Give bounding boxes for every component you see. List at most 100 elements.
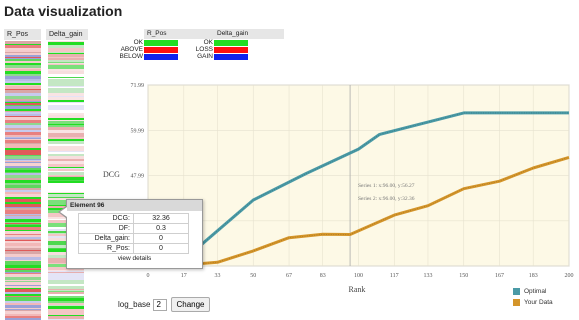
strip-cell: [48, 58, 84, 60]
series-line-2-texture: [148, 157, 570, 266]
strip-cell: [48, 186, 84, 189]
strip-cell: [48, 120, 84, 121]
strip-cell: [48, 298, 84, 301]
strip-cell: [48, 113, 84, 115]
change-button[interactable]: Change: [171, 297, 210, 312]
strip-cell: [48, 122, 84, 124]
strip-cell: [48, 146, 84, 149]
strip-cell: [5, 150, 41, 153]
strip-cell: [5, 96, 41, 99]
strip-cell: [48, 62, 84, 63]
strip-cell: [5, 129, 41, 130]
rpos-heat-strip[interactable]: [5, 41, 41, 320]
strip-cell: [5, 251, 41, 254]
tooltip-value: 0.3: [133, 223, 189, 234]
strip-cell: [48, 272, 84, 273]
strip-cell: [48, 125, 84, 127]
strip-cell: [5, 173, 41, 175]
strip-cell: [5, 58, 41, 59]
strip-cell: [5, 55, 41, 57]
legend-row: ABOVE: [108, 46, 214, 53]
strip-cell: [48, 286, 84, 289]
strip-cell: [48, 271, 84, 272]
strip-cell: [5, 289, 41, 292]
strip-cell: [48, 102, 84, 103]
strip-cell: [5, 45, 41, 48]
strip-cell: [48, 283, 84, 284]
strip-cell: [5, 161, 41, 162]
strip-cell: [5, 243, 41, 246]
dcg-chart[interactable]: 0173350678310011713315016718320024.0136.…: [95, 78, 579, 308]
view-details-link[interactable]: view details: [117, 255, 152, 262]
strip-cell: [5, 52, 41, 53]
delta-gain-heat-strip[interactable]: [48, 41, 84, 320]
tooltip-key: DCG:: [78, 213, 134, 224]
strip-cell: [48, 301, 84, 303]
legend-swatch: [144, 53, 178, 60]
strip-cell: [5, 199, 41, 202]
strip-cell: [5, 298, 41, 301]
tooltip-pointer-inner: [60, 207, 67, 217]
strip-cell: [5, 270, 41, 272]
tooltip-key: R_Pos:: [78, 243, 134, 254]
strip-cell: [5, 76, 41, 79]
series-legend-swatch: [513, 299, 520, 306]
strip-cell: [48, 151, 84, 152]
strip-cell: [5, 318, 41, 320]
series-legend-item[interactable]: Your Data: [513, 297, 553, 308]
strip-cell: [5, 146, 41, 148]
strip-cell: [5, 127, 41, 128]
strip-cell: [5, 132, 41, 135]
dcg-chart-svg[interactable]: 0173350678310011713315016718320024.0136.…: [95, 78, 579, 308]
strip-cell: [5, 44, 41, 45]
strip-cell: [5, 140, 41, 143]
x-tick-label: 100: [354, 273, 363, 279]
strip-cell: [5, 79, 41, 81]
strip-cell: [5, 254, 41, 256]
strip-cell: [48, 64, 84, 65]
strip-cell: [5, 103, 41, 105]
strip-cell: [5, 65, 41, 68]
strip-cell: [48, 306, 84, 309]
strip-cell: [5, 274, 41, 277]
log-base-input[interactable]: [153, 298, 168, 311]
strip-cell: [5, 314, 41, 316]
strip-header-delta-gain: Delta_gain: [46, 29, 88, 40]
strip-cell: [48, 169, 84, 171]
hover-label-series-2: Series 2: x:96.00, y:32.36: [358, 196, 415, 202]
legend-swatch: [214, 39, 248, 46]
series-line-1-texture: [147, 112, 569, 266]
strip-cell: [48, 161, 84, 164]
strip-cell: [48, 172, 84, 175]
strip-cell: [48, 168, 84, 169]
strip-cell: [48, 275, 84, 278]
strip-cell: [5, 240, 41, 241]
strip-cell: [5, 69, 41, 71]
strip-cell: [5, 162, 41, 163]
strip-cell: [48, 176, 84, 177]
strip-cell: [48, 127, 84, 130]
legend-row: BELOW: [108, 53, 214, 60]
strip-cell: [48, 57, 84, 58]
strip-cell: [5, 178, 41, 180]
x-tick-label: 150: [459, 273, 468, 279]
x-tick-label: 67: [286, 273, 292, 279]
legend-label: LOSS: [195, 46, 213, 53]
strip-cell: [48, 45, 84, 48]
x-tick-label: 83: [320, 273, 326, 279]
strip-cell: [5, 264, 41, 265]
strip-cell: [5, 231, 41, 234]
strip-cell: [5, 71, 41, 74]
strip-cell: [5, 216, 41, 219]
strip-cell: [48, 65, 84, 67]
strip-cell: [48, 278, 84, 280]
strip-cell: [48, 171, 84, 172]
strip-cell: [5, 163, 41, 166]
strip-cell: [5, 230, 41, 231]
strip-cell: [5, 138, 41, 139]
strip-cell: [5, 112, 41, 114]
series-legend-item[interactable]: Optimal: [513, 286, 553, 297]
strip-cell: [5, 310, 41, 311]
strip-cell: [48, 189, 84, 191]
x-tick-label: 50: [250, 273, 256, 279]
